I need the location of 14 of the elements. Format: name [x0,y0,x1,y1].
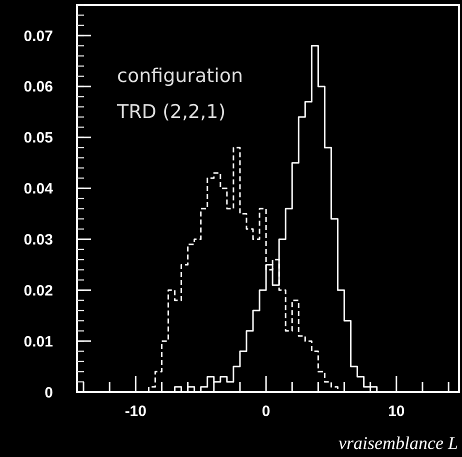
y-tick-label: 0.07 [24,28,53,45]
y-tick-label: 0.02 [24,282,53,300]
y-tick-label: 0.03 [24,231,53,248]
x-tick-label: 0 [262,403,270,420]
x-tick-label: 10 [388,403,405,420]
y-tick-label: 0 [44,384,53,402]
y-tick-label: 0.05 [24,130,53,147]
x-axis-title: vraisemblance L [338,433,458,453]
y-tick-label: 0.04 [24,180,54,198]
annotation: TRD (2,2,1) [116,101,226,123]
annotation: configuration [117,65,244,87]
x-tick-label: -10 [124,403,147,420]
y-tick-label: 0.06 [24,78,53,96]
y-tick-label: 0.01 [24,333,53,350]
